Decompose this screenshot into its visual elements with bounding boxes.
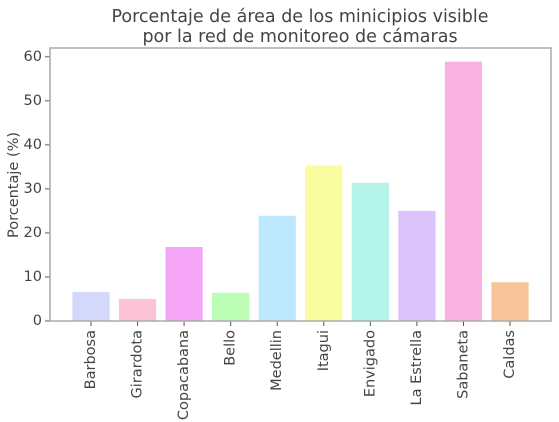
y-tick-label: 10: [24, 269, 42, 285]
x-tick-label: Sabaneta: [455, 330, 471, 399]
bar: [165, 247, 203, 321]
y-tick-label: 50: [24, 93, 42, 109]
y-tick-label: 40: [24, 137, 42, 153]
x-tick-label: La Estrella: [409, 330, 425, 405]
bar: [305, 165, 343, 321]
bar: [72, 291, 110, 321]
plot-frame: [49, 47, 552, 322]
x-tick-label: Envigado: [362, 330, 378, 397]
x-tick-label: Girardota: [130, 330, 146, 398]
bar: [351, 182, 389, 321]
y-tick-label: 20: [24, 225, 42, 241]
x-tick-label: Caldas: [502, 330, 518, 379]
bar: [491, 282, 529, 321]
x-tick-label: Itagui: [316, 330, 332, 371]
y-tick-label: 60: [24, 49, 42, 65]
bar: [118, 298, 157, 321]
chart-title: Porcentaje de área de los minicipios vis…: [111, 7, 488, 27]
y-tick-label: 30: [24, 181, 42, 197]
bar: [212, 292, 250, 321]
bar: [258, 215, 296, 321]
x-tick-label: Barbosa: [83, 330, 99, 389]
x-tick-label: Medellin: [269, 330, 285, 391]
bar: [398, 210, 436, 321]
y-tick-label: 0: [33, 313, 42, 329]
bar: [444, 61, 483, 322]
y-axis-label: Porcentaje (%): [6, 132, 22, 238]
x-tick-label: Bello: [223, 330, 239, 366]
chart-title: por la red de monitoreo de cámaras: [142, 27, 457, 47]
x-tick-label: Copacabana: [176, 330, 192, 420]
